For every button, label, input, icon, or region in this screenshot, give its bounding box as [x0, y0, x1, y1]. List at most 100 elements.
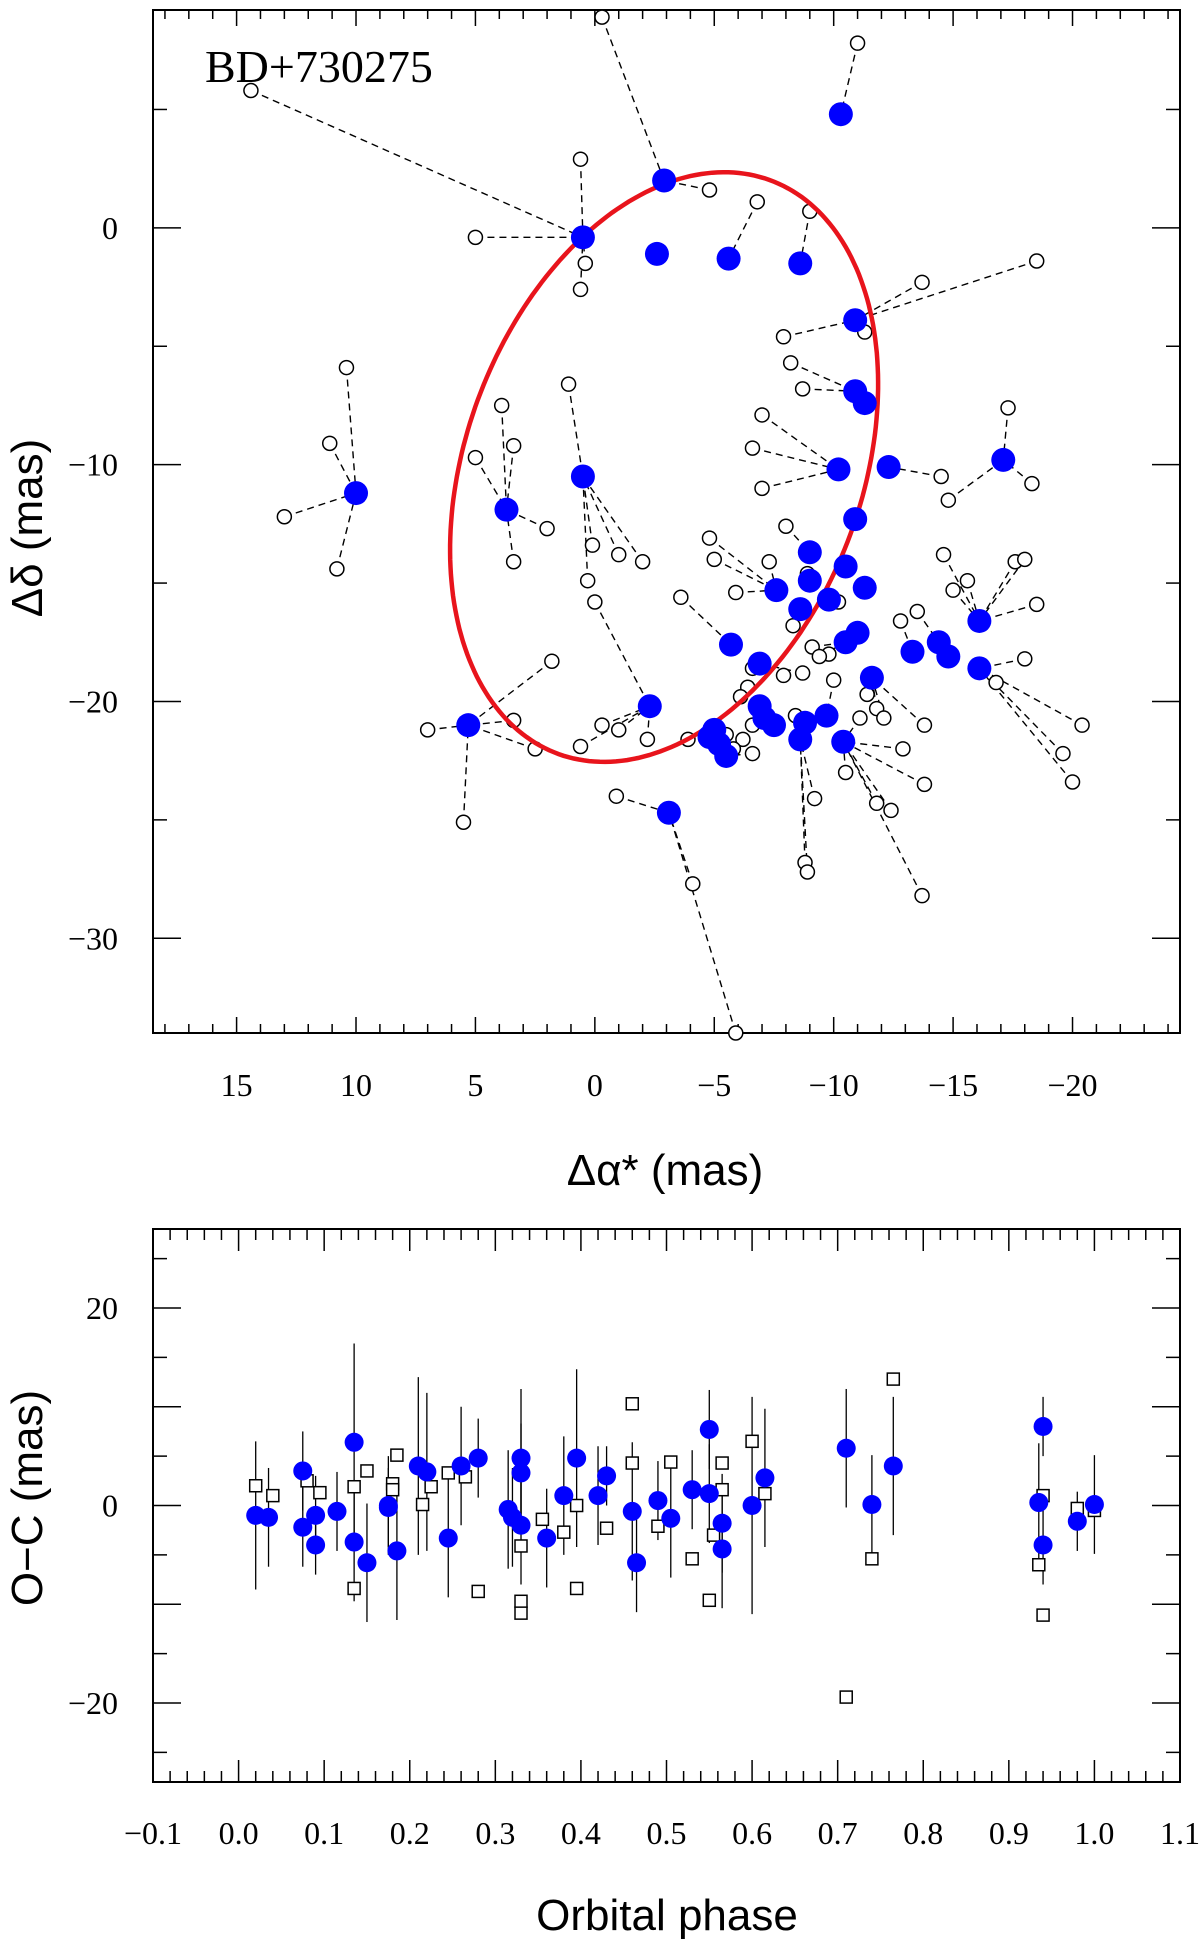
orbit-fitted-point [843, 308, 868, 333]
residual-filled-point [682, 1480, 702, 1500]
orbit-observed-point [940, 492, 957, 508]
orbit-observed-point [935, 546, 952, 563]
orbit-observed-point [916, 776, 933, 793]
orbit-connector [601, 16, 665, 181]
residual-filled-point [883, 1456, 903, 1476]
orbit-connector [582, 476, 644, 563]
orbit-observed-point [945, 582, 961, 598]
orbit-observed-point [916, 717, 933, 733]
orbit-observed-point [685, 876, 701, 892]
orbit-observed-markers [243, 9, 1090, 1041]
orbit-observed-point [799, 864, 816, 880]
orbit-observed-point [639, 731, 656, 748]
orbit-connector [942, 554, 980, 622]
orbit-observed-point [1024, 475, 1040, 492]
orbit-observed-point [577, 255, 594, 272]
orbit-connector [250, 89, 584, 238]
orbit-connector [854, 260, 1037, 321]
orbit-observed-point [959, 572, 976, 589]
orbit-fitted-point [570, 464, 595, 489]
residual-filled-point [378, 1496, 398, 1515]
orbit-observed-point [794, 665, 811, 681]
residual-filled-point [468, 1448, 488, 1468]
residual-open-point [360, 1464, 374, 1478]
orbit-x-tick-label: 10 [340, 1067, 372, 1103]
orbit-connector [802, 388, 856, 392]
orbit-fitted-point [644, 241, 669, 266]
residuals-x-tick-label: 0.6 [732, 1815, 772, 1851]
orbit-observed-point [806, 790, 823, 807]
orbit-observed-point [778, 518, 794, 534]
orbit-observed-point [775, 329, 792, 345]
orbit-observed-point [849, 35, 866, 51]
residual-filled-point [554, 1486, 574, 1506]
orbit-observed-point [852, 710, 868, 726]
residual-open-point [514, 1606, 528, 1620]
orbit-observed-point [634, 554, 651, 570]
orbit-observed-point [572, 738, 589, 755]
residual-filled-point [627, 1553, 647, 1573]
orbit-fitted-point [816, 587, 841, 612]
residual-open-point [415, 1497, 430, 1512]
residual-open-point [685, 1552, 699, 1566]
orbit-observed-point [1028, 253, 1045, 269]
residual-open-point [266, 1488, 280, 1503]
residual-filled-point [588, 1486, 608, 1506]
orbit-observed-point [1000, 400, 1016, 416]
orbit-tick-labels: 15 10 5 0 −5 −10 −15 −20 0 −10 −20 −30 [68, 210, 1098, 1103]
residual-filled-point [417, 1462, 437, 1482]
orbit-y-tick-label: −20 [68, 683, 118, 719]
residual-open-point [313, 1485, 327, 1500]
orbit-observed-point [933, 468, 949, 485]
orbit-fitted-point [788, 727, 813, 752]
orbit-observed-point [467, 449, 484, 466]
orbit-fitted-point [788, 597, 813, 622]
orbit-connector [799, 211, 811, 264]
orbit-observed-point [701, 182, 718, 198]
orbit-observed-point [455, 814, 472, 830]
residuals-y-tick-label: −20 [68, 1685, 118, 1721]
residual-filled-point [742, 1496, 762, 1515]
residual-filled-point [344, 1532, 364, 1552]
residual-open-point [625, 1456, 640, 1470]
orbit-fitted-point [718, 632, 743, 657]
orbit-observed-point [572, 151, 589, 167]
orbit-y-tick-label: 0 [102, 210, 118, 246]
orbit-x-axis-title: Δα* (mas) [567, 1146, 764, 1195]
orbit-connector [840, 42, 859, 115]
orbit-observed-point [749, 194, 766, 210]
orbit-connector [462, 725, 469, 823]
residual-filled-point [306, 1505, 326, 1525]
residual-open-point [599, 1521, 614, 1535]
residual-filled-point [293, 1517, 313, 1537]
orbit-fitted-point [716, 246, 741, 271]
orbit-connector [842, 741, 923, 896]
orbit-fitted-point [833, 554, 858, 579]
residuals-plot-panel: −0.1 0.0 0.1 0.2 0.3 0.4 0.5 0.6 0.7 0.8 0.9 1.0 1.1… [3, 1228, 1200, 1940]
residual-filled-point [862, 1495, 882, 1515]
orbit-connector [505, 509, 515, 562]
orbit-observed-point [572, 281, 589, 298]
orbit-observed-point [868, 795, 885, 812]
orbit-observed-point [914, 274, 930, 291]
orbit-observed-point [988, 674, 1004, 691]
orbit-fitted-point [764, 578, 789, 603]
orbit-fitted-point [797, 540, 822, 565]
residual-filled-point [661, 1508, 681, 1528]
orbit-fitted-point [814, 703, 839, 728]
orbit-connector [783, 319, 856, 338]
residuals-x-tick-label: 0.1 [304, 1815, 344, 1851]
residuals-axis-ticks [152, 1229, 1181, 1782]
orbit-x-tick-label: 0 [587, 1067, 603, 1103]
orbit-fitted-point [828, 102, 853, 127]
orbit-observed-point [761, 554, 777, 570]
residual-open-point [715, 1456, 729, 1470]
orbit-connector [501, 405, 508, 510]
residuals-error-bars [255, 1343, 1096, 1623]
orbit-observed-point [892, 613, 909, 629]
residuals-y-tick-label: 20 [86, 1290, 118, 1326]
orbit-connector [888, 466, 942, 478]
orbit-connector [842, 741, 925, 785]
orbit-observed-point [782, 355, 799, 371]
orbit-fitted-point [570, 225, 595, 250]
